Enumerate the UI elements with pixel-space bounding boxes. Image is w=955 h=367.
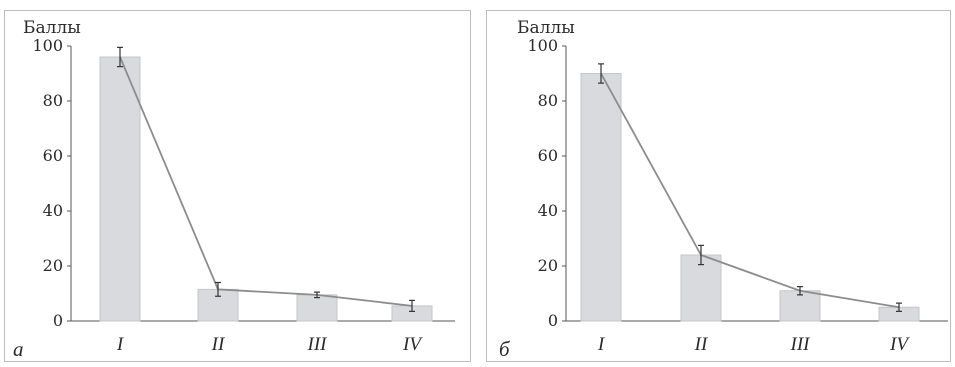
y-tick-label: 0 [548,311,558,330]
error-bar [797,286,803,296]
panel-label: б [499,337,511,361]
chart-panel-b: Баллы 0 20 40 60 80 100 I II III IV б [486,10,951,362]
x-category-label: I [116,334,125,355]
x-category-label: II [694,334,709,355]
panel-label: а [13,337,24,361]
error-bar [117,46,123,68]
trend-line [119,56,413,307]
y-axis-label: Баллы [23,18,81,38]
bar-III [296,294,338,322]
y-tick-label: 80 [538,91,558,110]
x-category-label: IV [889,334,910,355]
error-bar [215,281,221,297]
x-category-label: III [790,334,812,355]
y-tick-label: 60 [538,146,558,165]
error-bar [896,302,902,312]
x-category-label: IV [402,334,423,355]
y-tick-label: 0 [53,311,63,330]
y-tick-label: 80 [43,91,63,110]
y-axis-label: Баллы [517,18,575,38]
error-bar [598,63,604,84]
error-bar [409,299,415,312]
y-tick-label: 20 [43,256,63,275]
bar-I [580,73,622,322]
y-tick-label: 100 [527,36,558,55]
chart-panel-a: Баллы 0 20 40 60 80 100 I II III IV а [4,10,471,362]
bar-II [680,254,722,322]
bar-III [779,290,821,322]
bar-I [99,56,141,322]
x-category-label: III [307,334,329,355]
error-bar [698,244,704,266]
error-bar [314,291,320,299]
x-category-label: II [211,334,226,355]
y-tick-label: 20 [538,256,558,275]
trend-line [600,73,900,309]
y-tick-label: 60 [43,146,63,165]
y-tick-label: 40 [43,201,63,220]
y-tick-label: 40 [538,201,558,220]
x-category-label: I [597,334,606,355]
y-tick-label: 100 [32,36,63,55]
